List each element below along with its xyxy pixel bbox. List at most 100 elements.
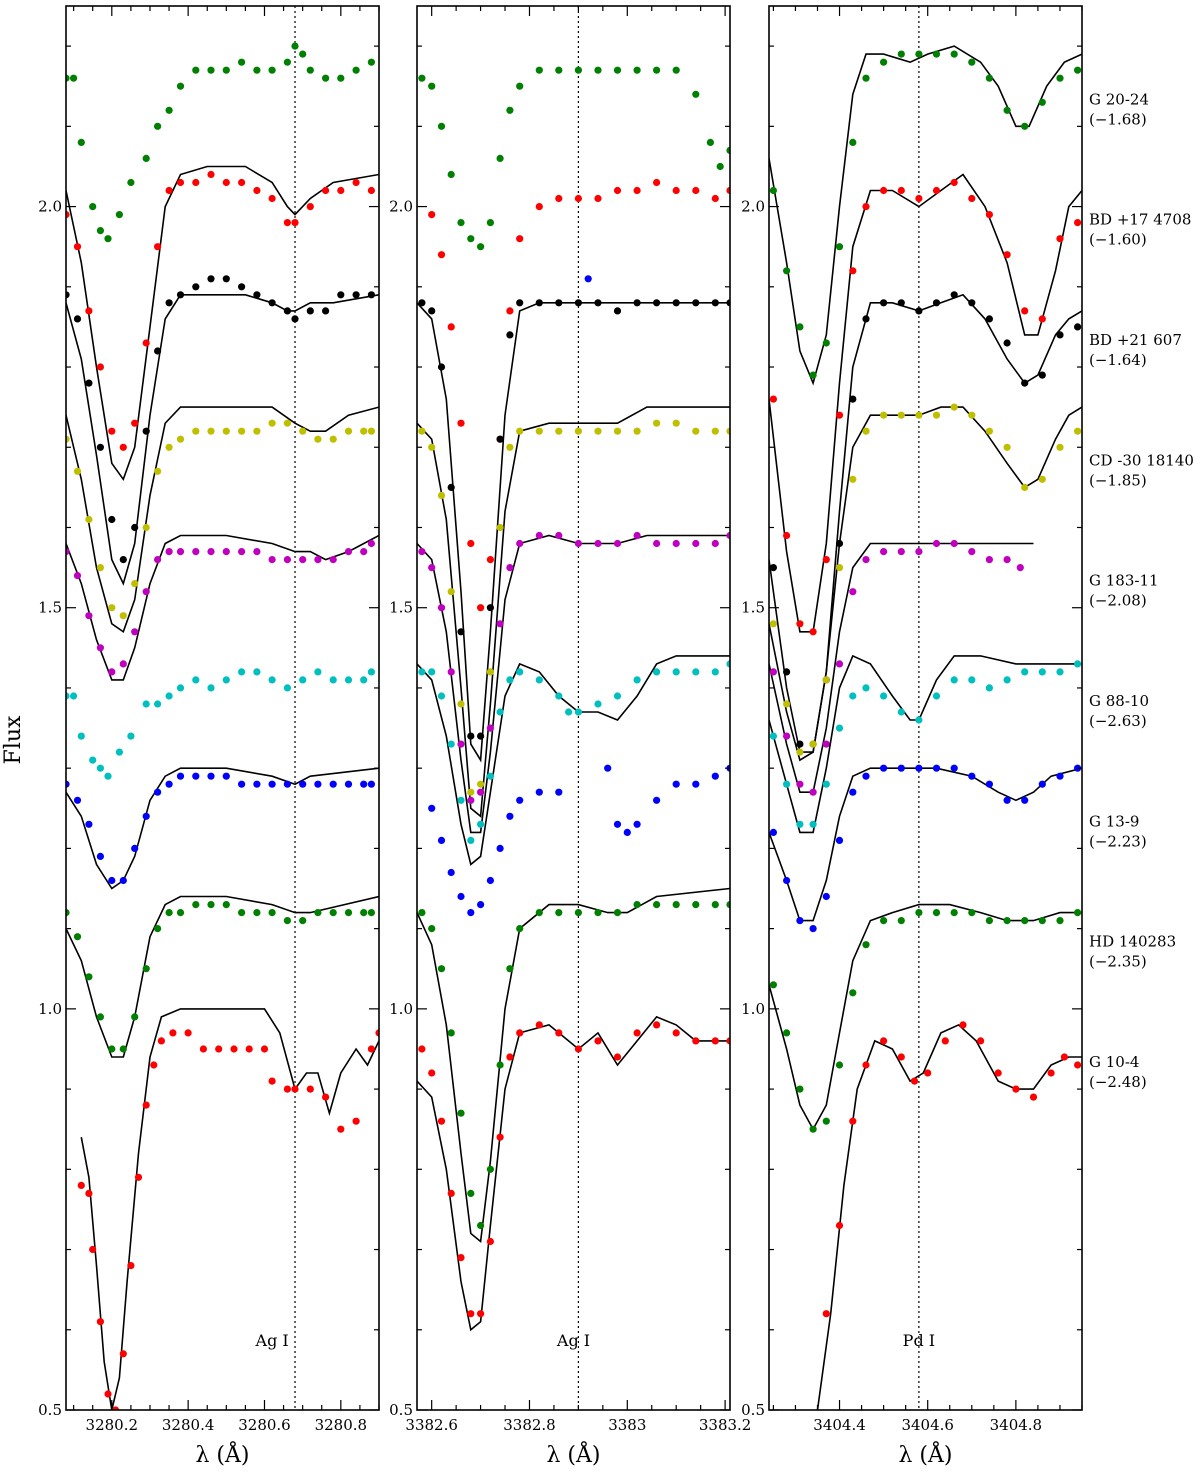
data-point <box>672 780 680 788</box>
data-point <box>915 50 923 58</box>
data-point <box>104 1390 112 1398</box>
data-point <box>96 564 104 572</box>
data-point <box>96 1318 104 1326</box>
ion-label: Ag I <box>255 1331 289 1350</box>
data-point <box>1038 98 1046 106</box>
data-point <box>496 154 504 162</box>
data-point <box>574 539 583 548</box>
data-point <box>985 74 994 82</box>
series-9 <box>816 1021 1082 1410</box>
model-line <box>417 1015 730 1332</box>
y-tick-label: 1.5 <box>389 599 413 617</box>
data-point <box>653 796 661 804</box>
data-point <box>796 917 804 925</box>
data-point <box>165 692 173 700</box>
data-point <box>613 66 622 74</box>
data-point <box>516 668 524 676</box>
data-point <box>66 291 70 299</box>
data-point <box>555 909 563 917</box>
data-point <box>154 122 162 130</box>
data-point <box>352 1117 360 1125</box>
data-point <box>726 660 730 668</box>
data-point <box>692 186 700 195</box>
data-point <box>862 315 870 323</box>
data-point <box>467 796 475 804</box>
data-point <box>238 668 246 676</box>
data-point <box>1021 668 1029 676</box>
data-point <box>968 194 976 203</box>
data-point <box>968 772 976 780</box>
data-point <box>447 323 455 331</box>
data-point <box>862 427 870 435</box>
x-tick-label: 3280.8 <box>315 1416 368 1434</box>
data-point <box>115 211 123 219</box>
data-point <box>516 796 524 804</box>
data-point <box>291 219 299 227</box>
data-point <box>283 780 291 788</box>
data-point <box>862 556 870 564</box>
data-point <box>457 740 465 748</box>
data-point <box>994 1069 1002 1077</box>
data-point <box>375 1029 379 1037</box>
data-point <box>835 660 844 668</box>
data-point <box>835 411 844 419</box>
data-point <box>835 724 844 732</box>
data-point <box>726 427 730 435</box>
series-5 <box>66 534 379 681</box>
x-tick-label: 3280.6 <box>238 1416 291 1434</box>
data-point <box>437 836 446 845</box>
data-point <box>344 909 353 917</box>
data-point <box>457 700 465 708</box>
data-point <box>418 427 426 435</box>
data-point <box>85 515 93 524</box>
star-labels: G 20-24 (−1.68) BD +17 4708 (−1.60) BD +21 6… <box>1089 90 1194 1091</box>
data-point <box>447 668 455 676</box>
data-point <box>127 732 135 740</box>
data-point <box>594 539 602 548</box>
data-point <box>127 1262 135 1270</box>
data-point <box>253 780 261 788</box>
data-point <box>672 1029 680 1037</box>
star-metallicity-label: (−1.64) <box>1089 351 1147 369</box>
data-point <box>329 676 337 684</box>
data-point <box>849 138 857 146</box>
data-point <box>613 692 622 700</box>
data-point <box>238 909 246 917</box>
data-point <box>134 1173 143 1181</box>
data-point <box>535 531 543 540</box>
data-point <box>496 1061 504 1069</box>
data-point <box>119 876 127 885</box>
series-5 <box>769 539 1034 796</box>
data-point <box>222 676 230 684</box>
data-point <box>950 403 958 411</box>
data-point <box>862 1061 870 1069</box>
data-point <box>506 965 514 973</box>
spectrum-panel-2: 0.5 1.0 1.5 2.0 3382.6 3382.8 3383 3383.2 λ (Å) A… <box>389 5 751 1468</box>
data-point <box>1038 780 1046 788</box>
data-point <box>467 788 475 796</box>
data-point <box>783 700 791 708</box>
series-1 <box>769 45 1082 386</box>
data-point <box>165 106 173 114</box>
spectrum-panel-1: 0.5 1.0 1.5 2.0 3280.2 3280.4 3280.6 3280.8 λ (Å… <box>38 5 380 1468</box>
data-point <box>154 925 162 933</box>
data-point <box>555 531 563 540</box>
data-point <box>574 909 583 917</box>
x-tick-label: 3404.8 <box>990 1416 1043 1434</box>
data-point <box>672 299 680 307</box>
data-point <box>306 203 314 211</box>
data-point <box>809 628 817 636</box>
data-point <box>796 620 804 628</box>
data-point <box>85 612 93 620</box>
data-point <box>1003 917 1011 925</box>
data-point <box>165 299 173 307</box>
data-point <box>897 917 905 925</box>
star-name-label: BD +21 607 <box>1089 331 1182 349</box>
data-point <box>96 644 104 652</box>
data-point <box>437 491 446 499</box>
data-point <box>672 668 680 676</box>
model-line <box>417 406 730 818</box>
model-line <box>417 302 730 763</box>
model-line <box>80 1008 379 1410</box>
data-point <box>506 331 514 339</box>
